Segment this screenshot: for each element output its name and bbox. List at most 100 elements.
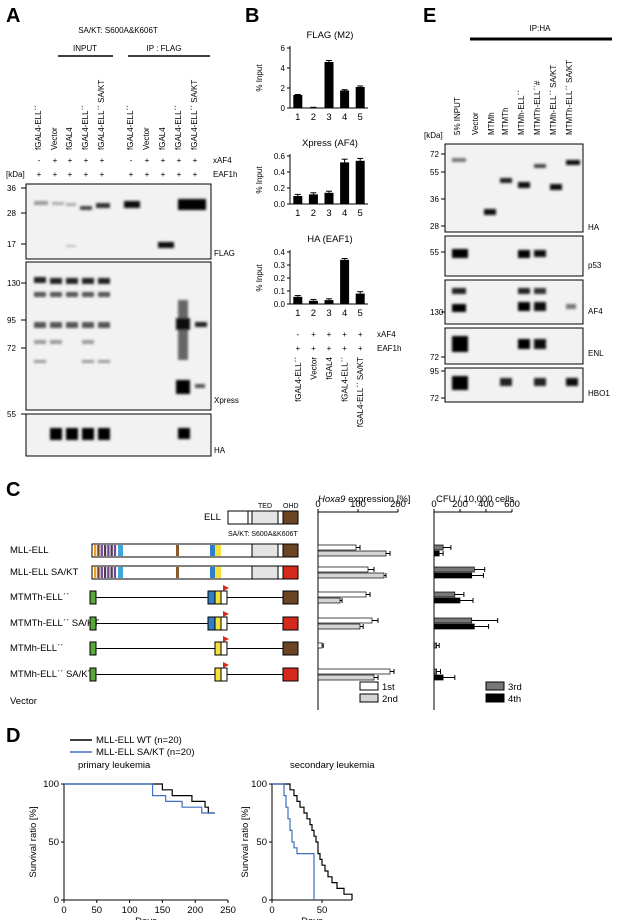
construct-label: MLL-ELL SA/KT: [10, 567, 78, 578]
x-tick-label: 5: [358, 208, 363, 219]
construct-label: MTMh-ELLˊˊ SA/KT: [10, 669, 94, 680]
y-tick-label: 0.4: [274, 168, 286, 177]
chart-title: FLAG (M2): [307, 30, 354, 41]
bar: [317, 668, 391, 675]
bar: [433, 572, 473, 579]
at-hook-stripe: [113, 545, 117, 556]
bar: [355, 160, 365, 204]
ell-ted-domain: [251, 510, 279, 525]
x-tick-label: 3: [326, 308, 331, 319]
panel-b-lane-label: fGAL4-ELLˊˊ SA/KT: [356, 357, 365, 427]
ohd-domain: [282, 543, 299, 558]
panel-e-lane-label: MTMTh-ELLˊˊ#: [533, 80, 542, 135]
survival-curve: [64, 783, 215, 814]
panel-b-eaf1h-sign: +: [342, 344, 347, 353]
x-tick-label: 3: [326, 112, 331, 123]
bar: [324, 192, 334, 204]
blot-a-ha-markers: 55: [7, 410, 26, 419]
blot-a-ha-label: HA: [214, 446, 226, 455]
x-tick-label: 200: [390, 499, 406, 510]
panel-a-lane-label: fGAL4-ELLˊˊ: [81, 105, 90, 150]
panel-c-ell-diagram: [227, 510, 299, 525]
x-tick-label: 5: [358, 112, 363, 123]
panel-a-ip-label: IP : FLAG: [147, 44, 182, 53]
bar: [355, 293, 365, 304]
y-tick-label: 0.0: [274, 200, 286, 209]
kda-marker: 72: [430, 353, 439, 362]
yellow-domain: [214, 590, 222, 605]
y-tick-label: 0.4: [274, 248, 286, 257]
blot-a-flag-bands: [34, 199, 206, 248]
y-tick-label: 100: [43, 779, 59, 790]
x-tick-label: 400: [478, 499, 494, 510]
panel-b-xaf4-sign: +: [311, 330, 316, 339]
kda-marker: 95: [430, 367, 439, 376]
x-axis-label: Days: [135, 916, 157, 920]
panel-c-hoxa9-title: Hoxa9 expression [%]: [318, 494, 410, 505]
white-domain: [220, 641, 228, 656]
kda-marker: 55: [430, 248, 439, 257]
bar: [324, 62, 334, 108]
panel-b-lane-label: Vector: [309, 357, 318, 380]
panel-a-lane-label: fGAL4-ELLˊˊ SA/KT: [190, 80, 199, 150]
x-tick-label: 600: [504, 499, 520, 510]
panel-c-ohd-label: OHD: [283, 503, 299, 510]
y-tick-label: 100: [251, 779, 267, 790]
y-tick-label: 0.1: [274, 287, 286, 296]
panel-a-xaf4-sign: +: [53, 156, 58, 165]
bar: [317, 566, 369, 573]
panel-a-eaf1h-sign: +: [68, 170, 73, 179]
construct-label: MTMTh-ELLˊˊ SA/KT: [10, 618, 99, 629]
y-tick-label: 0.6: [274, 152, 286, 161]
panel-a-eaf1h-sign: +: [161, 170, 166, 179]
y-tick-label: 0: [281, 104, 286, 113]
bar: [308, 107, 318, 109]
x-tick-label: 0: [431, 499, 436, 510]
panel-d-survival-charts: primary leukemia 0 50 100 0 50 100 150 200 250 Day…: [28, 760, 375, 920]
panel-b-lane-label: fGAL4-ELLˊˊ: [294, 357, 303, 402]
at-hook-stripe: [100, 567, 103, 578]
at-hook-stripe: [110, 567, 113, 578]
blot-e-hbo1-label: HBO1: [588, 389, 610, 398]
blue-domain: [207, 616, 216, 631]
kda-marker: 17: [7, 240, 16, 249]
bar: [317, 591, 367, 598]
x-tick-label: 2: [311, 308, 316, 319]
panel-b-row-label-xaf4: xAF4: [377, 330, 396, 339]
construct-label: MTMTh-ELLˊˊ: [10, 592, 69, 603]
at-hook-stripe: [94, 545, 97, 556]
legend-swatch: [359, 681, 379, 691]
pbd-mark: [176, 545, 179, 556]
x-tick-label: 200: [452, 499, 468, 510]
y-tick-label: 0.3: [274, 261, 286, 270]
legend-label: MLL-ELL SA/KT (n=20): [96, 747, 194, 758]
blot-a-flag-label: FLAG: [214, 249, 235, 258]
bar: [433, 668, 437, 675]
y-tick-label: 6: [281, 44, 286, 53]
panel-a-eaf1h-sign: +: [129, 170, 134, 179]
blot-a-xpress-markers: 130 95 72: [7, 279, 26, 353]
blot-e-p53-bands: [452, 249, 546, 258]
x-tick-label: 150: [154, 905, 170, 916]
kda-marker: 55: [7, 410, 16, 419]
bar: [293, 196, 303, 204]
survival-curve: [64, 783, 215, 814]
bar: [317, 544, 357, 551]
x-tick-label: 4: [342, 112, 347, 123]
panel-a-xaf4-sign: +: [193, 156, 198, 165]
panel-e-lane-label: MTMh-ELLˊˊ: [517, 90, 526, 135]
legend-swatch: [359, 693, 379, 703]
panel-e-lane-label: MTMTh-ELLˊˊ SA/KT: [565, 60, 574, 135]
blue-domain: [210, 567, 215, 578]
blot-e-enl-markers: 72: [430, 353, 445, 362]
chart-title: Xpress (AF4): [302, 138, 358, 149]
bar: [317, 617, 373, 624]
kda-marker: 130: [7, 279, 21, 288]
bar: [340, 162, 350, 204]
legend-label: 4th: [508, 694, 521, 705]
blot-e-hbo1-markers: 95 72: [430, 367, 445, 403]
blot-a-ha-bands: [50, 428, 190, 440]
panel-a-lane-label: fGAL4-ELLˊˊ: [126, 105, 135, 150]
panel-e-lane-label: MTMh: [487, 112, 496, 135]
